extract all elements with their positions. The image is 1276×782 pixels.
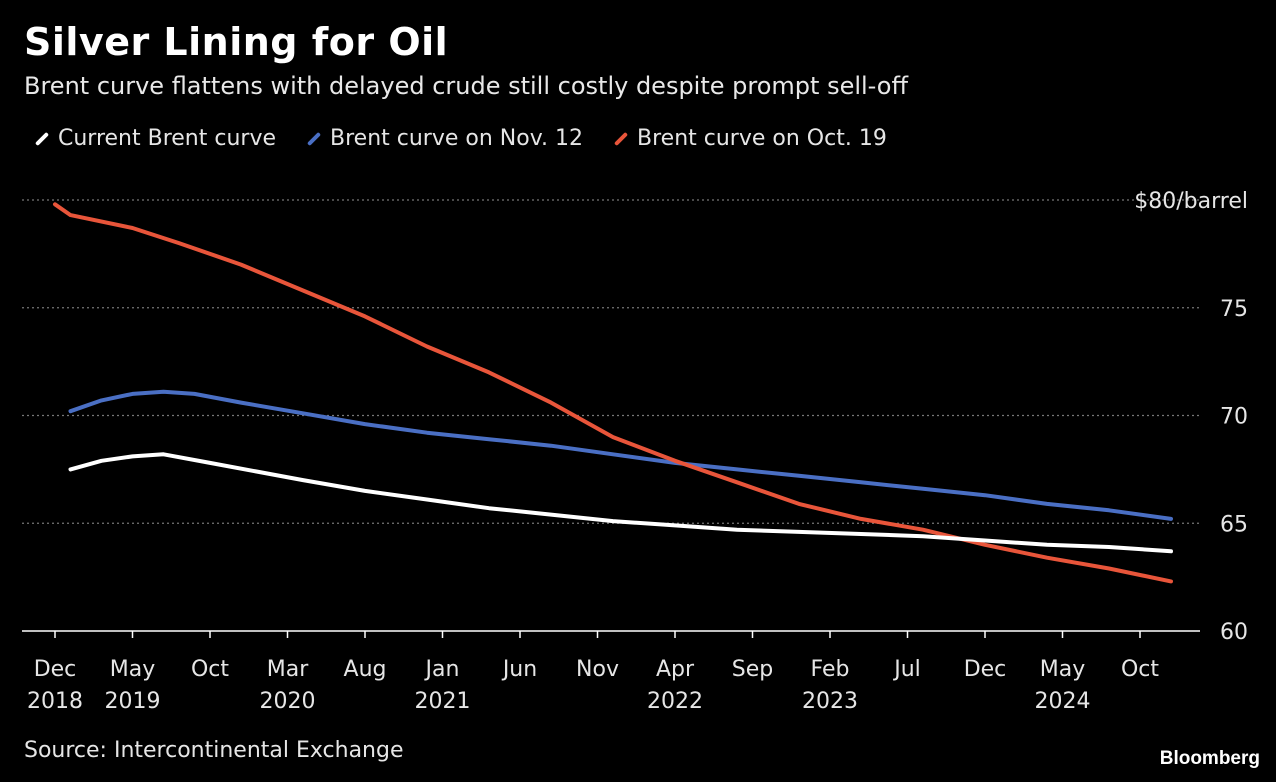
chart-subtitle: Brent curve flattens with delayed crude … — [24, 72, 908, 100]
x-tick-label: Oct — [1121, 657, 1159, 682]
y-tick-label: 65 — [1220, 512, 1248, 537]
x-tick-label: Sep — [732, 657, 773, 682]
source-note: Source: Intercontinental Exchange — [24, 738, 404, 763]
x-tick-label: Oct — [191, 657, 229, 682]
y-tick-label: 75 — [1220, 297, 1248, 322]
x-tick-year-label: 2021 — [415, 689, 471, 714]
x-tick-year-label: 2022 — [647, 689, 703, 714]
legend-item-oct19: Brent curve on Oct. 19 — [613, 126, 887, 151]
legend-swatch-nov12 — [306, 131, 322, 146]
legend-swatch-oct19 — [613, 131, 629, 146]
x-tick-label: May — [1040, 657, 1085, 682]
x-tick-label: Jan — [424, 657, 460, 682]
x-tick-label: Feb — [811, 657, 850, 682]
series-line-nov12 — [68, 389, 1173, 521]
x-tick-label: Apr — [656, 657, 695, 682]
legend-label-current: Current Brent curve — [58, 126, 277, 151]
bloomberg-logo: Bloomberg — [1159, 748, 1260, 769]
x-tick-label: Jul — [892, 657, 921, 682]
legend-item-nov12: Brent curve on Nov. 12 — [306, 126, 583, 151]
x-tick-label: Mar — [267, 657, 309, 682]
x-tick-year-label: 2018 — [27, 689, 83, 714]
legend-label-nov12: Brent curve on Nov. 12 — [330, 126, 584, 151]
x-tick-label: Dec — [964, 657, 1007, 682]
legend-swatch-current — [34, 131, 50, 146]
y-tick-label: 60 — [1220, 620, 1248, 645]
line-chart: 60 65 70 75 $80/barrel Dec 2018 May 2019 Oct Mar 20… — [22, 189, 1248, 714]
chart-legend: Current Brent curve Brent curve on Nov. … — [34, 126, 887, 151]
x-tick-label: Jun — [501, 657, 537, 682]
chart-title: Silver Lining for Oil — [24, 20, 449, 64]
x-tick-year-label: 2023 — [802, 689, 858, 714]
series-line-oct19 — [53, 202, 1173, 584]
y-tick-label: $80/barrel — [1134, 189, 1248, 214]
x-tick-year-label: 2019 — [105, 689, 161, 714]
legend-label-oct19: Brent curve on Oct. 19 — [637, 126, 887, 151]
series-line-current — [68, 452, 1173, 554]
x-tick-year-label: 2020 — [260, 689, 316, 714]
y-tick-label: 70 — [1220, 405, 1248, 430]
legend-item-current: Current Brent curve — [34, 126, 276, 151]
x-tick-label: Nov — [576, 657, 619, 682]
x-tick-label: Dec — [34, 657, 77, 682]
x-tick-year-label: 2024 — [1035, 689, 1091, 714]
x-tick-label: Aug — [344, 657, 387, 682]
x-tick-label: May — [110, 657, 155, 682]
